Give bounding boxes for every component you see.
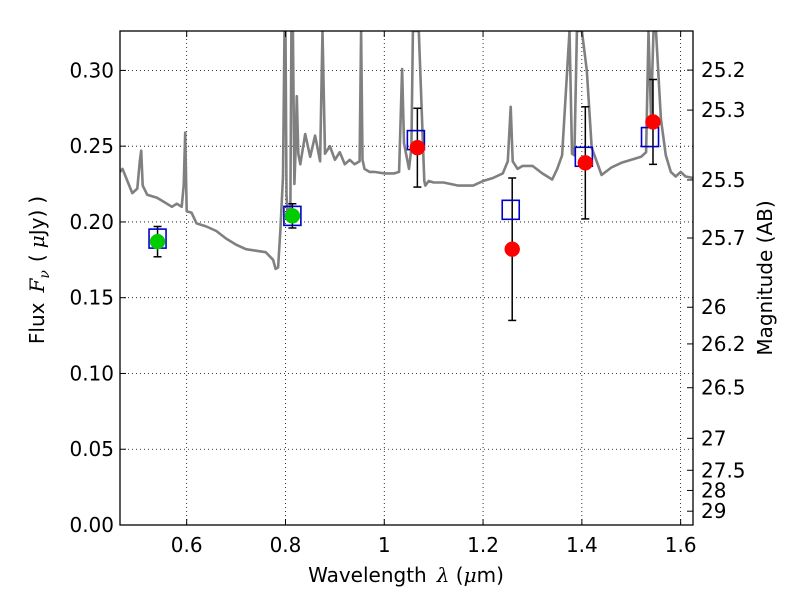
- plot-frame: [119, 30, 694, 526]
- red-data-point: [409, 139, 426, 156]
- y-right-tick-label: 27: [701, 426, 726, 450]
- x-tick-label: 1.6: [665, 533, 697, 557]
- y-right-tick-label: 25.5: [701, 168, 746, 192]
- model-spectrum-line: [120, 31, 693, 271]
- y-axis-right-label: Magnitude (AB): [753, 200, 777, 355]
- y-axis-label: FluxFν(μJy)): [25, 196, 53, 344]
- x-tick-label: 1: [378, 533, 391, 557]
- model-photometry-square: [283, 205, 302, 227]
- green-data-point: [149, 233, 166, 250]
- spectrum-layer: [120, 31, 693, 271]
- y-right-tick-label: 25.2: [701, 58, 746, 82]
- y-right-tick-label: 26: [701, 295, 726, 319]
- green-data-point: [284, 208, 301, 224]
- y-right-tick-label: 26.2: [701, 332, 746, 356]
- y-right-tick-label: 25.3: [701, 98, 746, 122]
- y-tick-label: 0.15: [69, 286, 114, 310]
- y-right-tick-label: 27.5: [701, 458, 746, 482]
- y-tick-label: 0.20: [69, 210, 114, 234]
- y-right-tick-label: 29: [701, 499, 726, 523]
- marker-layer: [148, 78, 661, 322]
- x-axis-label: Wavelength λ (μm): [308, 563, 504, 587]
- x-tick-label: 1.2: [467, 533, 499, 557]
- plot-area: [120, 31, 693, 322]
- red-data-point: [645, 114, 661, 130]
- x-tick-label: 1.4: [566, 533, 598, 557]
- x-tick-label: 0.6: [171, 533, 203, 557]
- y-right-tick-label: 28: [701, 478, 726, 502]
- y-tick-label: 0.25: [69, 134, 114, 158]
- ticks: 0.6 0.8 1 1.2 1.4 1.6 0.00 0.05 0.10 0.15 0.20 0.25…: [69, 31, 746, 557]
- red-data-point: [504, 241, 520, 257]
- y-tick-label: 0.30: [69, 58, 114, 82]
- y-tick-label: 0.10: [69, 361, 114, 385]
- y-right-tick-label: 25.7: [701, 226, 746, 250]
- y-right-tick-label: 26.5: [701, 376, 746, 400]
- red-data-point: [577, 155, 594, 171]
- y-tick-label: 0.05: [69, 437, 114, 461]
- x-tick-label: 0.8: [270, 533, 302, 557]
- y-tick-label: 0.00: [69, 513, 114, 537]
- model-photometry-square: [501, 199, 521, 221]
